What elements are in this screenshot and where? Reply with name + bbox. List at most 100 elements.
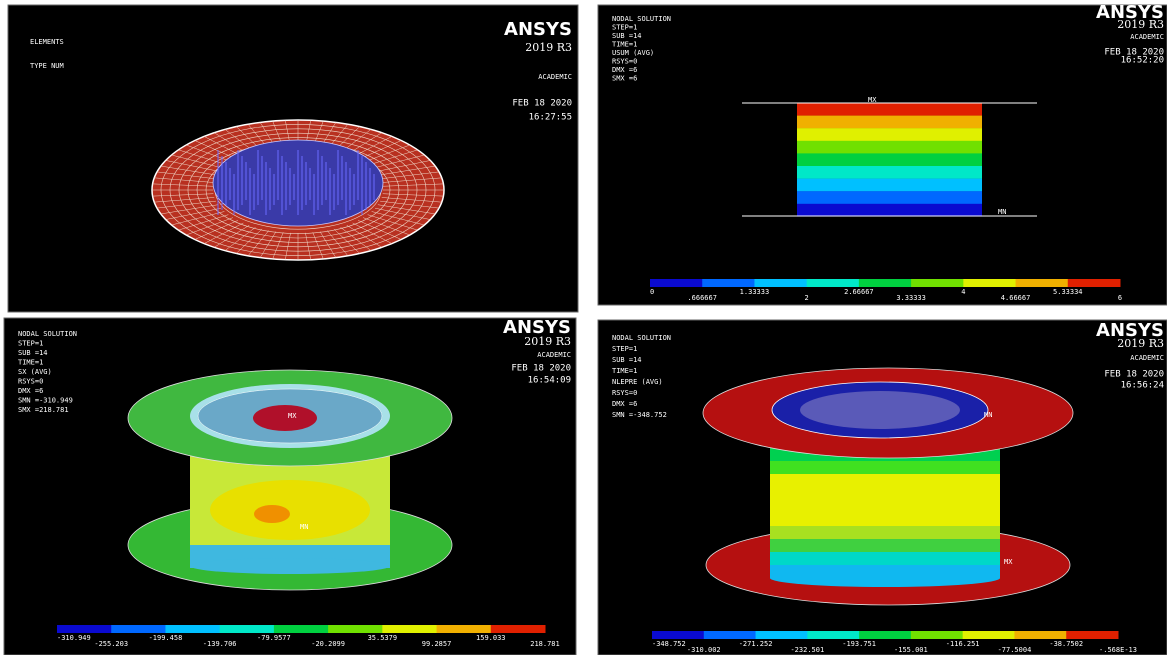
- info-text: TIME=1: [612, 41, 637, 49]
- cylinder-base-cap: [770, 569, 1000, 587]
- mesh-line: [377, 165, 436, 176]
- date-text: FEB 18 2020: [1104, 370, 1164, 380]
- edition-text: ACADEMIC: [1130, 33, 1164, 41]
- info-text: TYPE NUM: [30, 62, 64, 70]
- legend-label: -310.002: [687, 646, 721, 654]
- contour-band: [797, 128, 982, 141]
- date-text: FEB 18 2020: [511, 364, 571, 374]
- legend-label: 4.66667: [1001, 294, 1031, 302]
- legend-swatch: [219, 625, 275, 633]
- mesh-line: [204, 222, 244, 244]
- legend-label: -20.2099: [311, 640, 345, 648]
- legend-swatch: [910, 631, 964, 639]
- cylinder-zone: [210, 480, 370, 540]
- legend-swatch: [858, 279, 912, 287]
- info-text: SUB =14: [18, 349, 48, 357]
- date-text: FEB 18 2020: [1104, 48, 1164, 58]
- version-text: 2019 R3: [1117, 337, 1164, 350]
- legend-label: 1.33333: [740, 288, 770, 296]
- mesh-line: [333, 228, 360, 254]
- mesh-line: [247, 230, 270, 256]
- mesh-line: [363, 144, 410, 163]
- legend-label: 35.5379: [368, 634, 398, 642]
- info-text: STEP=1: [612, 24, 637, 32]
- legend-swatch: [328, 625, 383, 633]
- legend-swatch: [273, 625, 329, 633]
- legend-swatch: [1015, 279, 1069, 287]
- legend-label: -.568E-13: [1099, 646, 1137, 654]
- legend-label: -139.706: [203, 640, 237, 648]
- legend-label: 159.033: [476, 634, 506, 642]
- legend-label: 0: [650, 288, 654, 296]
- info-text: NLEPRE (AVG): [612, 378, 663, 386]
- contour-band: [770, 552, 1000, 566]
- mesh-line: [178, 214, 229, 231]
- mesh-line: [152, 193, 214, 197]
- version-text: 2019 R3: [524, 335, 571, 348]
- edition-text: ACADEMIC: [538, 73, 572, 81]
- mesh-line: [152, 183, 214, 187]
- legend-swatch: [1014, 631, 1067, 639]
- mesh-line: [363, 217, 410, 236]
- legend-label: -232.501: [790, 646, 824, 654]
- mesh-line: [346, 225, 382, 248]
- legend-swatch: [1067, 279, 1121, 287]
- mesh-line: [156, 200, 216, 209]
- info-text: NODAL SOLUTION: [612, 15, 671, 23]
- mesh-line: [305, 232, 311, 260]
- info-text: TIME=1: [18, 359, 43, 367]
- mesh-line: [160, 165, 219, 176]
- info-text: SMN =-348.752: [612, 411, 667, 419]
- legend-swatch: [962, 631, 1015, 639]
- contour-band: [770, 539, 1000, 553]
- mesh-line: [194, 220, 238, 240]
- edition-text: ACADEMIC: [1130, 354, 1164, 362]
- mesh-line: [377, 204, 436, 215]
- viewport: NODAL SOLUTION STEP=1 SUB =14 TIME=1 NLEPRE …: [597, 319, 1167, 655]
- version-text: 2019 R3: [1117, 18, 1164, 31]
- mesh-line: [156, 171, 216, 180]
- mesh-line: [352, 222, 392, 244]
- info-text: RSYS=0: [612, 389, 637, 397]
- version-text: 2019 R3: [525, 41, 572, 54]
- edition-text: ACADEMIC: [537, 351, 571, 359]
- legend-swatch: [754, 279, 808, 287]
- contour-band: [770, 526, 1000, 540]
- mesh-line: [382, 183, 444, 187]
- legend-label: -310.949: [57, 634, 91, 642]
- legend-label: -271.252: [739, 640, 773, 648]
- mesh-line: [224, 227, 256, 251]
- contour-band: [770, 500, 1000, 514]
- info-text: STEP=1: [18, 340, 43, 348]
- info-text: SUB =14: [612, 32, 642, 40]
- legend-label: -116.251: [946, 640, 980, 648]
- node-label: MX: [868, 96, 877, 104]
- legend-swatch: [702, 279, 755, 287]
- legend-swatch: [807, 631, 860, 639]
- info-text: STEP=1: [612, 345, 637, 353]
- mesh-line: [380, 200, 440, 209]
- legend-label: 4: [961, 288, 965, 296]
- node-label: MX: [1004, 558, 1013, 566]
- contour-band: [797, 178, 982, 192]
- legend-swatch: [436, 625, 492, 633]
- contour-band: [797, 166, 982, 179]
- node-label: MX: [288, 412, 297, 420]
- info-text: SMX =6: [612, 75, 637, 83]
- info-text: DMX =6: [18, 387, 43, 395]
- legend-swatch: [490, 625, 546, 633]
- info-text: TIME=1: [612, 367, 637, 375]
- legend-swatch: [963, 279, 1017, 287]
- logo-text: ANSYS: [503, 317, 571, 338]
- mesh-line: [382, 193, 444, 197]
- contour-band: [797, 103, 982, 116]
- legend-label: -199.458: [149, 634, 183, 642]
- contour-band: [797, 203, 982, 217]
- legend-swatch: [1066, 631, 1119, 639]
- mesh-line: [371, 154, 425, 169]
- mesh-line: [319, 231, 337, 258]
- legend-label: -155.001: [894, 646, 928, 654]
